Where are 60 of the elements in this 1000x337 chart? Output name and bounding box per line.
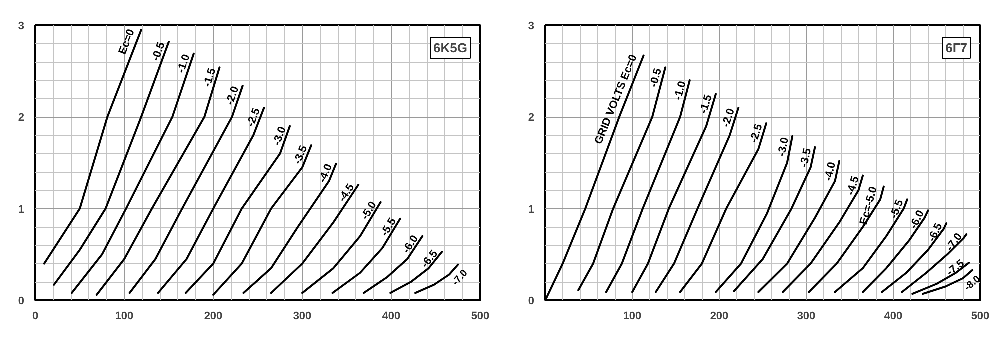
text: -2.5 — [748, 122, 766, 145]
x-tick-label: 200 — [204, 310, 223, 322]
x-tick-label: 500 — [471, 310, 490, 322]
x-tick-label: 400 — [382, 310, 401, 322]
y-tick-label: 0 — [528, 296, 535, 308]
text: -6.5 — [419, 248, 441, 271]
text: -6.0 — [400, 233, 422, 256]
line-series — [128, 85, 244, 294]
text: -1.0 — [175, 53, 193, 75]
text: -3.5 — [292, 144, 310, 166]
text: -2.0 — [720, 107, 738, 129]
text: -5.5 — [378, 216, 399, 239]
x-tick-label: 100 — [623, 310, 642, 322]
line-series — [332, 218, 402, 294]
text: -1.5 — [202, 67, 219, 89]
line-series — [212, 144, 312, 296]
x-tick-label: 100 — [115, 310, 134, 322]
text: -4.5 — [844, 175, 862, 197]
y-tick-label: 3 — [528, 20, 535, 32]
text: -2.5 — [244, 106, 264, 129]
text: -7.0 — [944, 231, 966, 254]
text: Ec=0 — [116, 28, 138, 56]
x-tick-label: 200 — [710, 310, 729, 322]
text: -3.0 — [776, 136, 792, 158]
text: -6.5 — [926, 222, 946, 244]
y-tick-label: 1 — [528, 204, 535, 216]
annotation: 6Г7 — [946, 40, 968, 56]
text: -4.0 — [822, 161, 838, 182]
x-tick-label: 400 — [884, 310, 903, 322]
text: -4.5 — [336, 182, 358, 204]
text: -5.5 — [888, 198, 906, 220]
x-tick-label: 300 — [797, 310, 816, 322]
line-series — [362, 235, 424, 294]
y-tick-label: 1 — [18, 204, 25, 216]
y-tick-label: 2 — [18, 112, 25, 124]
line-series — [43, 29, 142, 265]
text: -2.0 — [224, 85, 242, 107]
text: -1.5 — [698, 94, 715, 116]
annotation: 6K5G — [434, 40, 468, 56]
y-tick-label: 3 — [18, 20, 25, 32]
text: -0.5 — [150, 40, 168, 63]
line-series — [157, 107, 266, 294]
y-tick-label: 0 — [18, 296, 25, 308]
line-series — [270, 184, 360, 294]
text: -6.0 — [908, 208, 928, 232]
x-tick-label: 300 — [293, 310, 312, 322]
line-series — [184, 125, 292, 294]
text: -4.0 — [316, 162, 336, 185]
x-tick-label: 0 — [32, 310, 39, 322]
x-tick-label: 500 — [971, 310, 990, 322]
line-series — [302, 201, 382, 294]
y-tick-label: 2 — [528, 112, 535, 124]
text: -5.0 — [359, 200, 380, 222]
text: -1.0 — [672, 80, 689, 102]
text: -3.0 — [271, 125, 289, 148]
line-series — [390, 250, 444, 294]
text: -0.5 — [648, 67, 664, 89]
text: -7.0 — [450, 268, 471, 288]
text: -3.5 — [798, 147, 814, 169]
line-series — [242, 162, 338, 294]
